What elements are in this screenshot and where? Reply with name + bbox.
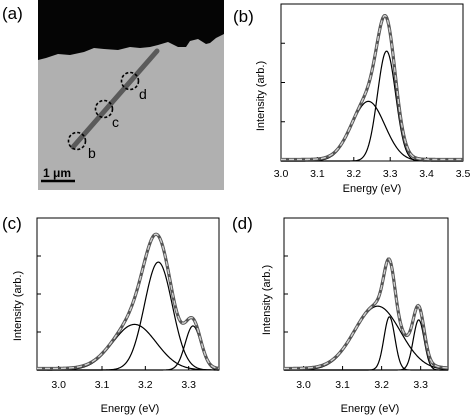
chart-b-xlabel: Energy (eV) <box>343 183 402 195</box>
panel-letter-c: (c) <box>2 214 22 233</box>
x-tick-label: 3.0 <box>51 379 66 391</box>
x-tick-label: 3.4 <box>419 168 434 180</box>
fit-total-dashed <box>37 233 220 370</box>
marker-circle-d <box>120 71 140 91</box>
x-tick-label: 3.2 <box>346 168 361 180</box>
component-peak-3 <box>284 319 448 371</box>
x-tick-label: 3.2 <box>138 379 153 391</box>
fit-total-outer <box>284 257 449 371</box>
marker-label-b: b <box>88 145 96 161</box>
panel-b: (b) Intensity (arb.) 3.0 3.1 3.2 3.3 3.4 3.5 … <box>233 3 471 195</box>
scale-bar-label: 1 μm <box>43 166 71 180</box>
marker-circle-c <box>94 99 114 119</box>
component-peak-3 <box>37 325 220 371</box>
panel-letter-b: (b) <box>233 7 254 26</box>
x-tick-label: 3.3 <box>413 379 428 391</box>
chart-c-xlabel: Energy (eV) <box>101 403 160 415</box>
marker-circle-b <box>67 131 87 151</box>
x-tick-label: 3.1 <box>310 168 325 180</box>
tem-dark-region <box>38 0 224 60</box>
fit-total-dashed <box>284 258 449 370</box>
panel-c: (c) Intensity (arb.) 3.0 3.1 3.2 3.3 Energy… <box>2 214 220 415</box>
nanowire <box>70 48 160 150</box>
panel-letter-a: (a) <box>2 4 23 23</box>
x-tick-label: 3.3 <box>181 379 196 391</box>
x-tick-label: 3.0 <box>296 379 311 391</box>
x-tick-label: 3.2 <box>374 379 389 391</box>
plot-frame <box>36 217 220 371</box>
marker-label-d: d <box>139 86 147 102</box>
chart-d: 3.0 3.1 3.2 3.3 <box>283 217 449 391</box>
plot-frame <box>283 217 449 371</box>
x-tick-label: 3.5 <box>456 168 471 180</box>
fit-total-outer <box>281 13 463 162</box>
x-tick-label: 3.1 <box>95 379 110 391</box>
chart-c-ylabel: Intensity (arb.) <box>12 271 24 341</box>
x-tick-label: 3.0 <box>274 168 289 180</box>
fit-total-outer <box>37 232 220 371</box>
x-tick-label: 3.3 <box>383 168 398 180</box>
marker-label-c: c <box>112 114 119 130</box>
chart-b-ylabel: Intensity (arb.) <box>255 61 267 131</box>
fit-total-dashed <box>281 14 463 161</box>
chart-c: 3.0 3.1 3.2 3.3 <box>36 217 220 391</box>
panel-d: (d) Intensity (arb.) 3.0 3.1 3.2 3.3 Energy… <box>232 214 449 415</box>
chart-d-xlabel: Energy (eV) <box>341 403 400 415</box>
plot-frame <box>280 3 464 162</box>
chart-d-ylabel: Intensity (arb.) <box>261 265 273 335</box>
panel-letter-d: (d) <box>232 214 253 233</box>
x-tick-label: 3.1 <box>335 379 350 391</box>
panel-a: b c d 1 μm (a) <box>2 0 224 190</box>
chart-b: 3.0 3.1 3.2 3.3 3.4 3.5 <box>274 3 471 180</box>
